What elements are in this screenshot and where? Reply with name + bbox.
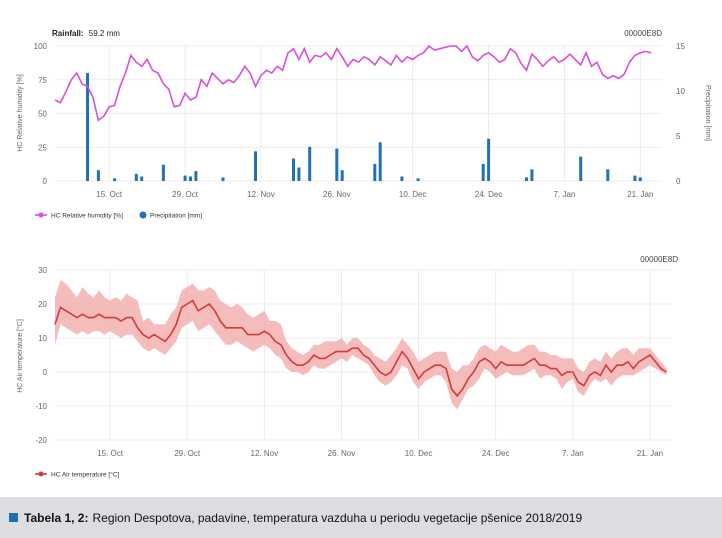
y-left-tick-label: 0 <box>43 177 48 186</box>
x-tick-label: 26. Nov <box>323 190 351 199</box>
temperature-mean-line <box>54 299 667 398</box>
x-tick-label: 15. Oct <box>97 449 124 458</box>
precipitation-bar[interactable] <box>140 176 144 182</box>
precipitation-bar[interactable] <box>525 177 528 181</box>
x-tick-label: 21. Jan <box>637 449 663 458</box>
y-tick-label: -20 <box>35 436 47 445</box>
precipitation-bar[interactable] <box>292 158 295 182</box>
rainfall-label: Rainfall: <box>52 29 84 38</box>
humidity-precipitation-chart: Rainfall: 59.2 mm 00000E8D 0 25 50 75 100 0 5… <box>17 29 711 220</box>
precipitation-bar[interactable] <box>161 164 165 181</box>
y-left-axis-title: HC Relative humidity [%] <box>17 74 24 151</box>
caption-text: Region Despotova, padavine, temperatura … <box>92 510 583 525</box>
legend-precipitation-marker <box>139 211 147 219</box>
x-tick-label: 12. Nov <box>247 190 275 199</box>
legend-humidity-label[interactable]: HC Relative humidity [%] <box>51 213 123 220</box>
legend-temperature-marker <box>38 471 44 477</box>
y-axis-title-2: HC Air temperature [°C] <box>16 319 24 393</box>
precipitation-bar[interactable] <box>606 169 610 181</box>
y-right-tick-label: 0 <box>676 177 681 186</box>
y-right-ticks: 0 5 10 15 <box>676 42 685 186</box>
x-tick-label: 21. Jan <box>627 190 653 199</box>
y-right-tick-label: 15 <box>676 42 685 51</box>
precipitation-bar[interactable] <box>373 163 377 181</box>
precipitation-bar[interactable] <box>254 151 257 181</box>
x-tick-label: 24. Dec <box>475 190 503 199</box>
y-left-ticks: 0 25 50 75 100 <box>34 42 48 186</box>
humidity-line <box>54 44 652 122</box>
precipitation-bar[interactable] <box>297 167 301 182</box>
y-tick-label: 10 <box>38 334 47 343</box>
precipitation-bar[interactable] <box>113 178 117 181</box>
precipitation-bar[interactable] <box>487 138 491 181</box>
rainfall-value: 59.2 mm <box>89 29 120 38</box>
precipitation-bar[interactable] <box>340 170 344 181</box>
x-ticks-2: 15. Oct 29. Oct 12. Nov 26. Nov 10. Dec 24. D… <box>97 449 663 458</box>
y-right-tick-label: 5 <box>676 132 681 141</box>
station-id: 00000E8D <box>624 29 662 38</box>
y-tick-label: -10 <box>35 402 47 411</box>
legend: HC Relative humidity [%] Precipitation [… <box>35 211 202 220</box>
grid <box>55 45 662 182</box>
caption-label: Tabela 1, 2: <box>24 510 89 525</box>
precipitation-bar[interactable] <box>633 175 637 181</box>
legend-2: HC Air temperature [°C] <box>35 471 120 479</box>
y-left-tick-label: 75 <box>38 76 47 85</box>
precipitation-bar[interactable] <box>308 146 312 181</box>
precipitation-bars <box>86 73 642 181</box>
legend-precipitation-label[interactable]: Precipitation [mm] <box>150 213 202 220</box>
legend-humidity-marker <box>38 212 44 218</box>
rainfall-info: Rainfall: 59.2 mm <box>52 29 120 38</box>
y-tick-label: 30 <box>38 266 47 275</box>
x-tick-label: 15. Oct <box>96 190 123 199</box>
precipitation-bar[interactable] <box>378 142 382 181</box>
precipitation-bar[interactable] <box>416 178 420 181</box>
air-temperature-chart: 00000E8D 30 20 10 0 -10 -20 15. Oct 29. Oct 12.… <box>16 255 678 479</box>
y-tick-label: 0 <box>43 368 48 377</box>
x-tick-label: 7. Jan <box>562 449 584 458</box>
precipitation-bar[interactable] <box>400 176 404 182</box>
x-tick-label: 12. Nov <box>251 449 279 458</box>
precipitation-bar[interactable] <box>183 175 187 181</box>
precipitation-bar[interactable] <box>579 156 583 181</box>
precipitation-bar[interactable] <box>638 177 642 181</box>
y-right-tick-label: 10 <box>676 87 685 96</box>
temperature-range-band <box>55 280 667 410</box>
y-left-tick-label: 50 <box>38 110 47 119</box>
precipitation-bar[interactable] <box>86 73 89 181</box>
x-tick-label: 26. Nov <box>328 449 356 458</box>
precipitation-bar[interactable] <box>134 173 138 181</box>
precipitation-bar[interactable] <box>530 169 534 181</box>
x-ticks: 15. Oct 29. Oct 12. Nov 26. Nov 10. Dec 24. D… <box>96 190 653 199</box>
precipitation-bar[interactable] <box>189 176 192 182</box>
y-left-tick-label: 100 <box>34 42 48 51</box>
precipitation-bar[interactable] <box>194 171 198 181</box>
x-tick-label: 10. Dec <box>405 449 433 458</box>
precipitation-bar[interactable] <box>481 163 485 181</box>
legend-temperature-label[interactable]: HC Air temperature [°C] <box>51 471 120 479</box>
y-left-tick-label: 25 <box>38 143 47 152</box>
x-tick-label: 29. Oct <box>172 190 199 199</box>
x-tick-label: 24. Dec <box>482 449 510 458</box>
figure-caption: Tabela 1, 2: Region Despotova, padavine,… <box>0 497 722 538</box>
x-tick-label: 7. Jan <box>554 190 576 199</box>
caption-square-icon <box>9 513 18 522</box>
y-tick-label: 20 <box>38 300 47 309</box>
y-ticks-2: 30 20 10 0 -10 -20 <box>35 266 47 445</box>
x-tick-label: 10. Dec <box>399 190 427 199</box>
precipitation-bar[interactable] <box>96 170 100 181</box>
x-tick-label: 29. Oct <box>174 449 201 458</box>
precipitation-bar[interactable] <box>221 177 225 181</box>
station-id-2: 00000E8D <box>640 255 678 264</box>
y-right-axis-title: Precipitation [mm] <box>704 85 711 141</box>
precipitation-bar[interactable] <box>335 148 339 181</box>
